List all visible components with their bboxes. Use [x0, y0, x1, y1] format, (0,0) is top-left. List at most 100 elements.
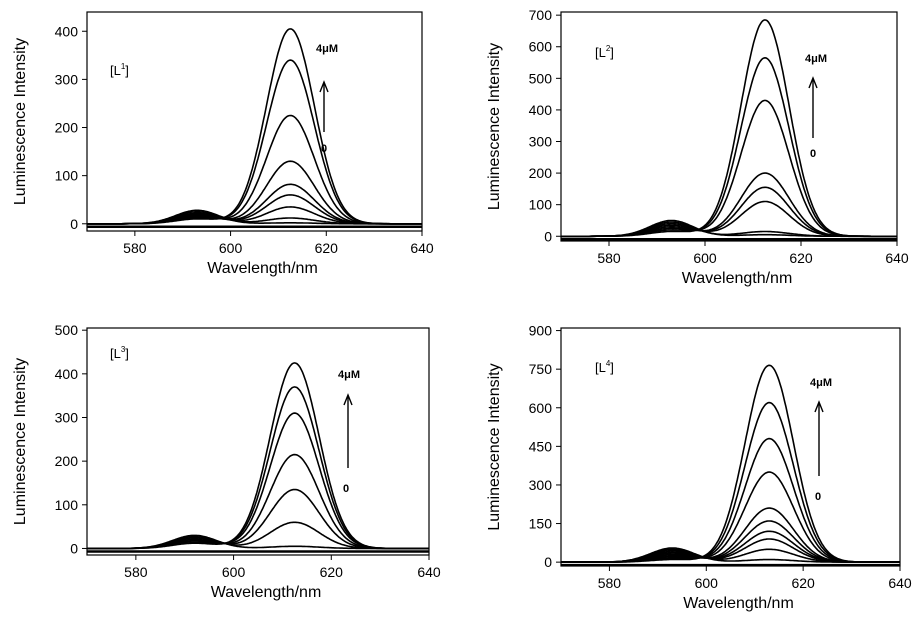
- y-tick-label: 0: [70, 540, 78, 556]
- panel-label-close: ]: [610, 45, 614, 60]
- arrow-label-top: 4μM: [805, 53, 827, 65]
- panel-label-base: [L: [110, 63, 121, 78]
- y-tick-label: 400: [529, 102, 553, 118]
- series-line-9: [87, 28, 422, 225]
- series-line-1: [87, 534, 429, 550]
- panel-label-sup: 1: [121, 62, 126, 71]
- arrow-up-icon: [814, 400, 824, 413]
- panel-label-close: ]: [610, 360, 614, 375]
- x-axis-title: Wavelength/nm: [683, 595, 794, 612]
- series-line-4: [87, 453, 429, 550]
- series-line-4: [561, 186, 897, 238]
- x-tick-label: 640: [885, 250, 909, 266]
- series-line-8: [561, 19, 897, 238]
- y-tick-label: 200: [55, 453, 79, 469]
- x-tick-label: 640: [888, 575, 912, 591]
- y-tick-label: 500: [529, 70, 553, 86]
- y-axis-title: Luminescence Intensity: [12, 38, 29, 205]
- panel-label: [L2]: [595, 44, 614, 60]
- series-line-10: [561, 364, 900, 563]
- x-tick-label: 620: [320, 564, 344, 580]
- panel-label-close: ]: [125, 346, 129, 361]
- y-tick-label: 300: [529, 134, 553, 150]
- panel-label-sup: 4: [606, 359, 611, 368]
- x-tick-label: 640: [417, 564, 441, 580]
- plot-frame: [86, 327, 430, 556]
- series-line-4: [87, 194, 422, 225]
- x-tick-label: 580: [124, 564, 148, 580]
- arrow-label-bottom: 0: [343, 483, 349, 495]
- x-tick-label: 620: [789, 250, 813, 266]
- x-tick-label: 600: [219, 240, 243, 256]
- series-line-7: [561, 56, 897, 238]
- y-axis-title: Luminescence Intensity: [486, 43, 503, 210]
- x-tick-label: 640: [410, 240, 434, 256]
- arrow-up-icon: [343, 393, 353, 406]
- panel-label-base: [L: [595, 45, 606, 60]
- arrow-up-icon: [808, 76, 818, 89]
- y-tick-label: 0: [70, 216, 78, 232]
- arrow-label-bottom: 0: [815, 491, 821, 503]
- series-line-7: [87, 362, 429, 550]
- panel-label: [L1]: [110, 62, 129, 78]
- x-axis-title: Wavelength/nm: [682, 270, 793, 287]
- x-tick-label: 580: [598, 575, 622, 591]
- panel-label-close: ]: [125, 63, 129, 78]
- y-tick-label: 600: [529, 400, 553, 416]
- y-tick-label: 300: [55, 409, 79, 425]
- series-line-2: [87, 521, 429, 550]
- series-line-3: [561, 200, 897, 238]
- x-tick-label: 580: [597, 250, 621, 266]
- series-line-8: [87, 59, 422, 225]
- x-tick-label: 600: [222, 564, 246, 580]
- y-tick-label: 100: [55, 497, 79, 513]
- chart-panel-4: 580 600 620 640 0 150 300 450 600 750 900 Wavelengt…: [486, 323, 912, 612]
- y-axis-title: Luminescence Intensity: [486, 363, 503, 530]
- x-axis-title: Wavelength/nm: [207, 260, 318, 277]
- x-tick-label: 620: [791, 575, 815, 591]
- chart-panel-1: 580 600 620 640 0 100 200 300 400 Wavelength/nm Lu…: [12, 11, 434, 277]
- arrow-label-top: 4μM: [338, 369, 360, 381]
- y-tick-label: 100: [55, 168, 79, 184]
- y-tick-label: 200: [55, 120, 79, 136]
- panel-label-base: [L: [595, 360, 606, 375]
- y-tick-label: 750: [529, 361, 553, 377]
- y-tick-label: 200: [529, 165, 553, 181]
- arrow-label-bottom: 0: [810, 148, 816, 160]
- series-line-5: [561, 172, 897, 238]
- panel-label: [L3]: [110, 345, 129, 361]
- arrow-up-icon: [319, 80, 329, 93]
- y-tick-label: 600: [529, 39, 553, 55]
- y-tick-label: 400: [55, 23, 79, 39]
- panel-label-sup: 3: [121, 345, 126, 354]
- y-tick-label: 0: [544, 554, 552, 570]
- x-tick-label: 620: [315, 240, 339, 256]
- panel-label-sup: 2: [606, 44, 611, 53]
- chart-panel-3: 580 600 620 640 0 100 200 300 400 500 Wavelength/n…: [12, 322, 441, 601]
- plot-frame: [86, 11, 423, 232]
- x-tick-label: 600: [695, 575, 719, 591]
- series-line-6: [87, 386, 429, 550]
- arrow-label-top: 4μM: [316, 43, 338, 55]
- y-tick-label: 150: [529, 516, 553, 532]
- y-axis-title: Luminescence Intensity: [12, 358, 29, 525]
- x-tick-label: 580: [123, 240, 147, 256]
- x-tick-label: 600: [693, 250, 717, 266]
- arrow-label-bottom: 0: [321, 143, 327, 155]
- y-tick-label: 300: [55, 71, 79, 87]
- y-tick-label: 900: [529, 323, 553, 339]
- y-tick-label: 700: [529, 7, 553, 23]
- plot-frame: [560, 11, 898, 242]
- panel-label: [L4]: [595, 359, 614, 375]
- arrow-label-top: 4μM: [810, 377, 832, 389]
- x-axis-title: Wavelength/nm: [211, 584, 322, 601]
- y-tick-label: 100: [529, 197, 553, 213]
- series-line-8: [561, 437, 900, 563]
- chart-panel-2: 580 600 620 640 0 100 200 300 400 500 600 700 Wavele…: [486, 7, 909, 287]
- y-tick-label: 0: [544, 228, 552, 244]
- y-tick-label: 500: [55, 322, 79, 338]
- y-tick-label: 400: [55, 366, 79, 382]
- y-tick-label: 450: [529, 438, 553, 454]
- panel-label-base: [L: [110, 346, 121, 361]
